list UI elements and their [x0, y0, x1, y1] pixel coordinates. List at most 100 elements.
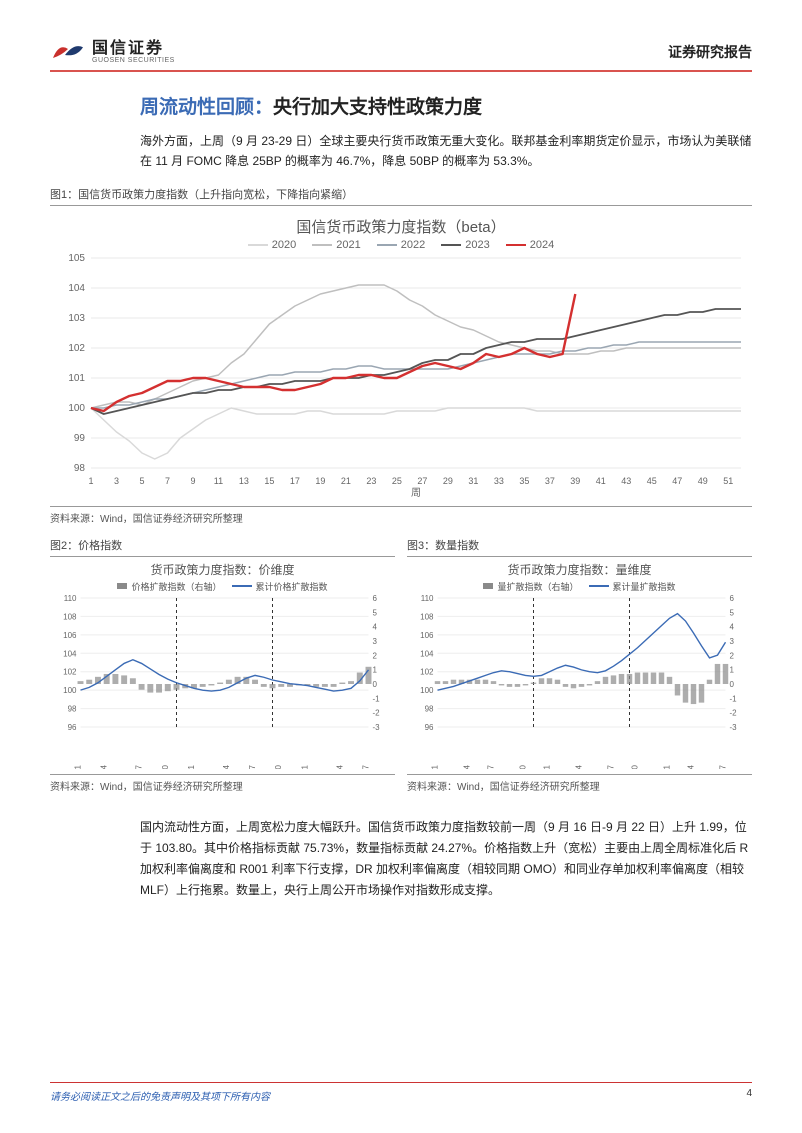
svg-text:1: 1 — [730, 665, 735, 674]
intro-paragraph: 海外方面，上周（9 月 23-29 日）全球主要央行货币政策无重大变化。联邦基金… — [140, 131, 752, 172]
svg-text:47: 47 — [672, 476, 682, 486]
fig2-label: 图2：价格指数 — [50, 537, 395, 557]
svg-text:5: 5 — [139, 476, 144, 486]
svg-text:51: 51 — [723, 476, 733, 486]
svg-text:98: 98 — [68, 704, 77, 713]
svg-text:100: 100 — [68, 403, 85, 414]
svg-text:41: 41 — [596, 476, 606, 486]
fig3-label: 图3：数量指数 — [407, 537, 752, 557]
svg-text:104: 104 — [420, 649, 434, 658]
svg-text:43: 43 — [621, 476, 631, 486]
fig1-title: 国信货币政策力度指数（beta） — [50, 216, 752, 237]
svg-text:7: 7 — [165, 476, 170, 486]
page-header: 国信证券 GUOSEN SECURITIES 证券研究报告 — [50, 40, 752, 72]
svg-text:39: 39 — [570, 476, 580, 486]
svg-text:2022-01: 2022-01 — [74, 764, 83, 769]
svg-text:17: 17 — [290, 476, 300, 486]
svg-text:31: 31 — [468, 476, 478, 486]
fig3-title: 货币政策力度指数：量维度 — [407, 561, 752, 578]
svg-text:98: 98 — [425, 704, 434, 713]
svg-text:5: 5 — [373, 608, 378, 617]
svg-text:4: 4 — [373, 622, 378, 631]
fig3-legend-bar: 量扩散指数（右轴） — [497, 580, 578, 593]
svg-text:-3: -3 — [730, 723, 738, 732]
fig1-legend: 20202021202220232024 — [50, 239, 752, 251]
svg-text:37: 37 — [545, 476, 555, 486]
svg-text:3: 3 — [114, 476, 119, 486]
svg-text:29: 29 — [443, 476, 453, 486]
svg-text:102: 102 — [63, 667, 77, 676]
svg-text:19: 19 — [315, 476, 325, 486]
svg-text:3: 3 — [373, 637, 378, 646]
body-paragraph: 国内流动性方面，上周宽松力度大幅跃升。国信货币政策力度指数较前一周（9 月 16… — [140, 817, 752, 901]
svg-text:9: 9 — [190, 476, 195, 486]
svg-text:45: 45 — [647, 476, 657, 486]
svg-text:2024-04: 2024-04 — [687, 764, 696, 769]
svg-text:5: 5 — [730, 608, 735, 617]
header-report-type: 证券研究报告 — [668, 42, 752, 62]
fig2-legend-bar: 价格扩散指数（右轴） — [131, 580, 221, 593]
svg-text:2022-10: 2022-10 — [161, 764, 170, 769]
title-main: 央行加大支持性政策力度 — [273, 97, 482, 118]
svg-text:25: 25 — [392, 476, 402, 486]
svg-text:99: 99 — [74, 433, 86, 444]
svg-text:6: 6 — [730, 594, 735, 603]
svg-text:100: 100 — [63, 686, 77, 695]
svg-text:2022-04: 2022-04 — [463, 764, 472, 769]
svg-text:2: 2 — [730, 651, 735, 660]
fig2-legend: 价格扩散指数（右轴） 累计价格扩散指数 — [50, 580, 395, 593]
svg-text:96: 96 — [68, 723, 77, 732]
svg-text:102: 102 — [68, 343, 85, 354]
svg-text:27: 27 — [417, 476, 427, 486]
svg-text:2023-07: 2023-07 — [248, 764, 257, 769]
svg-text:2024-01: 2024-01 — [300, 764, 309, 769]
svg-text:21: 21 — [341, 476, 351, 486]
fig2-svg: 9698100102104106108110-3-2-101234562022-… — [50, 594, 395, 769]
svg-text:2023-04: 2023-04 — [575, 764, 584, 769]
logo-block: 国信证券 GUOSEN SECURITIES — [50, 40, 175, 64]
svg-text:0: 0 — [373, 680, 378, 689]
svg-text:2023-04: 2023-04 — [222, 764, 231, 769]
svg-text:106: 106 — [420, 631, 434, 640]
svg-text:2024-04: 2024-04 — [335, 764, 344, 769]
fig3-legend: 量扩散指数（右轴） 累计量扩散指数 — [407, 580, 752, 593]
footer-disclaimer: 请务必阅读正文之后的免责声明及其项下所有内容 — [50, 1088, 270, 1103]
svg-text:15: 15 — [264, 476, 274, 486]
svg-text:-1: -1 — [730, 694, 738, 703]
logo-text-cn: 国信证券 — [92, 41, 175, 57]
svg-text:周: 周 — [411, 487, 421, 498]
fig2-source: 资料来源：Wind，国信证券经济研究所整理 — [50, 774, 395, 793]
svg-text:103: 103 — [68, 313, 85, 324]
svg-text:-2: -2 — [373, 708, 381, 717]
svg-text:2: 2 — [373, 651, 378, 660]
svg-text:108: 108 — [63, 612, 77, 621]
fig2-title: 货币政策力度指数：价维度 — [50, 561, 395, 578]
svg-text:23: 23 — [366, 476, 376, 486]
svg-text:3: 3 — [730, 637, 735, 646]
svg-text:0: 0 — [730, 680, 735, 689]
svg-text:101: 101 — [68, 373, 85, 384]
fig1-source: 资料来源：Wind，国信证券经济研究所整理 — [50, 506, 752, 525]
svg-text:2024-07: 2024-07 — [362, 764, 371, 769]
fig3-source: 资料来源：Wind，国信证券经济研究所整理 — [407, 774, 752, 793]
fig2-legend-line: 累计价格扩散指数 — [256, 580, 328, 593]
logo-text-en: GUOSEN SECURITIES — [92, 57, 175, 64]
svg-text:104: 104 — [68, 283, 85, 294]
page-footer: 请务必阅读正文之后的免责声明及其项下所有内容 4 — [50, 1082, 752, 1103]
svg-text:2022-01: 2022-01 — [431, 764, 440, 769]
svg-text:2023-10: 2023-10 — [274, 764, 283, 769]
svg-text:100: 100 — [420, 686, 434, 695]
svg-text:2022-04: 2022-04 — [100, 764, 109, 769]
svg-text:105: 105 — [68, 253, 85, 264]
fig3-svg: 9698100102104106108110-3-2-101234562022-… — [407, 594, 752, 769]
svg-text:2023-01: 2023-01 — [187, 764, 196, 769]
svg-text:2024-07: 2024-07 — [719, 764, 728, 769]
svg-text:-1: -1 — [373, 694, 381, 703]
svg-text:-2: -2 — [730, 708, 738, 717]
svg-text:106: 106 — [63, 631, 77, 640]
svg-text:6: 6 — [373, 594, 378, 603]
svg-text:104: 104 — [63, 649, 77, 658]
guosen-logo-icon — [50, 40, 86, 64]
svg-text:2023-07: 2023-07 — [607, 764, 616, 769]
svg-text:110: 110 — [64, 594, 77, 603]
